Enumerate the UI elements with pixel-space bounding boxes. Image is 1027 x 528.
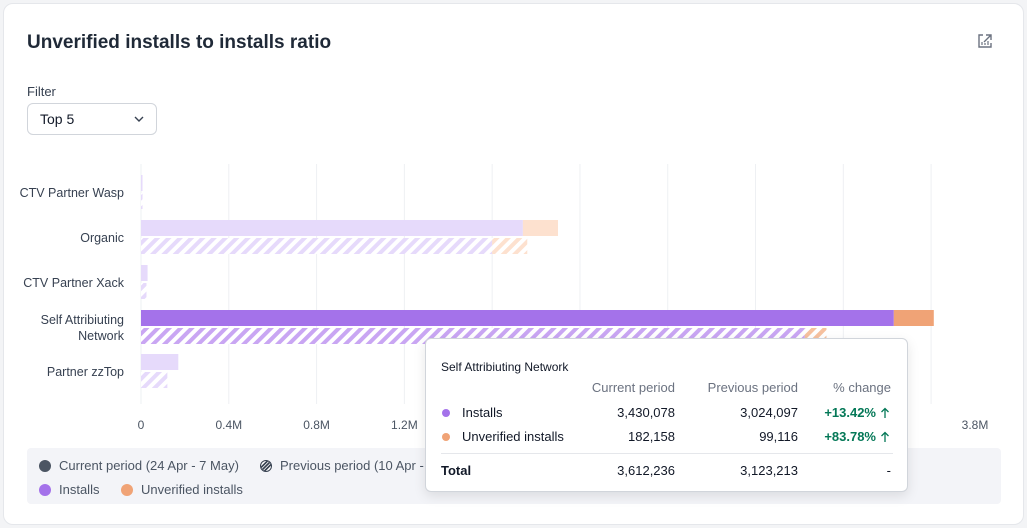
tooltip-row-change: +13.42% [824,405,876,420]
filter-selected-value: Top 5 [40,111,75,127]
tooltip-header-current: Current period [591,380,675,395]
legend-installs-label: Installs [59,482,100,497]
installs-bar-current[interactable] [141,310,894,326]
tooltip-row-previous: 3,024,097 [740,405,798,420]
unverified-bar-current[interactable] [522,220,558,236]
category-label: CTV Partner Wasp [20,186,124,200]
tooltip-row-current: 3,430,078 [617,405,675,420]
legend-installs[interactable]: Installs [39,482,99,497]
legend-current-period[interactable]: Current period (24 Apr - 7 May) [39,458,239,473]
legend-unverified[interactable]: Unverified installs [121,482,243,497]
arrow-up-icon [881,407,889,418]
category-label: Self Attribiuting Network [41,313,125,343]
filter-select[interactable]: Top 5 [27,103,157,135]
tooltip-divider [441,453,893,454]
x-tick-label: 0.8M [303,418,330,432]
x-tick-label: 3.8M [962,418,989,432]
installs-bar-current[interactable] [141,175,143,191]
installs-bar-current[interactable] [141,265,148,281]
filter-label: Filter [27,84,56,99]
tooltip-row-change: +83.78% [824,429,876,444]
installs-bar-current[interactable] [141,354,179,370]
tooltip-row-current: 182,158 [628,429,675,444]
unverified-bar-previous[interactable] [492,238,528,254]
chart-tooltip: Self Attribiuting Network Current period… [425,338,908,492]
legend-previous-period[interactable]: Previous period (10 Apr - [260,458,424,473]
card-title: Unverified installs to installs ratio [27,32,332,53]
tooltip-total-change: - [886,463,891,478]
tooltip-row-label: Unverified installs [462,429,564,444]
installs-bar-previous[interactable] [141,193,143,209]
legend-unverified-label: Unverified installs [141,482,243,497]
dark-dot-icon [39,459,51,472]
x-tick-label: 0 [138,418,145,432]
tooltip-title: Self Attribiuting Network [441,360,569,374]
export-icon[interactable] [976,32,994,50]
legend-previous-period-label: Previous period (10 Apr - [280,458,424,473]
tooltip-total-previous: 3,123,213 [740,463,798,478]
installs-bar-previous[interactable] [141,238,493,254]
legend-current-period-label: Current period (24 Apr - 7 May) [59,458,239,473]
tooltip-header-change: % change [833,380,891,395]
category-label: CTV Partner Xack [23,276,124,290]
tooltip-total-current: 3,612,236 [617,463,675,478]
orange-dot-icon [121,483,133,496]
purple-dot-icon [39,483,51,496]
tooltip-total-label: Total [441,463,472,478]
striped-dot-icon [260,459,272,472]
installs-bar-previous[interactable] [141,372,168,388]
orange-dot-icon [442,433,450,441]
purple-dot-icon [442,409,450,417]
tooltip-header-previous: Previous period [707,380,798,395]
chevron-down-icon [134,116,144,122]
arrow-up-icon [881,431,889,442]
chart-card: Unverified installs to installs ratio Fi… [3,3,1024,525]
installs-bar-current[interactable] [141,220,523,236]
x-tick-label: 0.4M [215,418,242,432]
tooltip-row-previous: 99,116 [759,429,798,444]
tooltip-row-label: Installs [462,405,503,420]
installs-bar-previous[interactable] [141,283,147,299]
category-label: Partner zzTop [47,365,124,379]
category-label: Organic [80,231,124,245]
unverified-bar-current[interactable] [893,310,934,326]
x-tick-label: 1.2M [391,418,418,432]
